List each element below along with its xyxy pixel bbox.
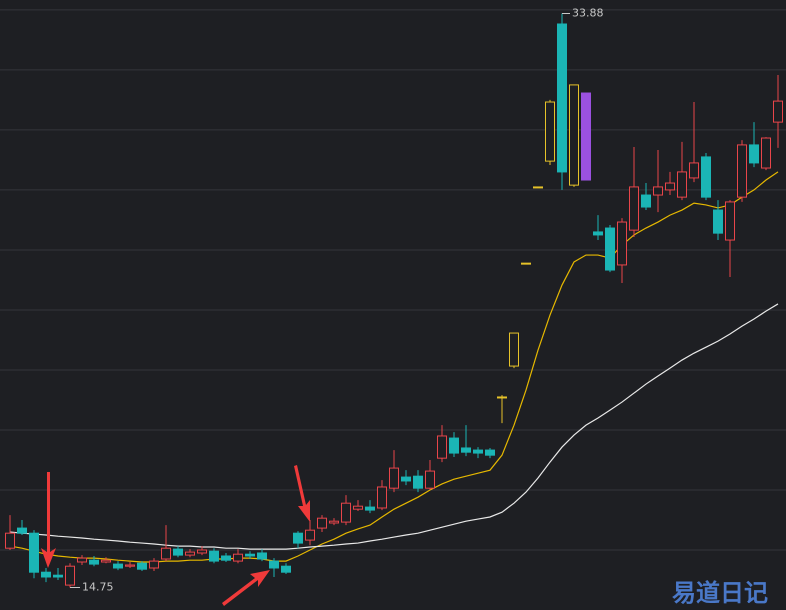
grid <box>0 9 786 551</box>
candle-body <box>653 186 663 196</box>
candle-body <box>701 156 711 198</box>
candle-body <box>725 201 735 241</box>
candle-body <box>593 231 603 236</box>
candle-body <box>281 565 291 573</box>
candle-body <box>341 502 351 523</box>
plot: 33.88 14.75 <box>5 7 783 593</box>
candle-body <box>29 532 39 573</box>
candle-body <box>521 262 531 265</box>
candle-body <box>185 551 195 556</box>
candle-body <box>533 186 543 189</box>
candle-body <box>89 559 99 565</box>
candle-body <box>737 144 747 198</box>
candle-body <box>689 162 699 179</box>
candle-body <box>101 559 111 563</box>
candle-body <box>353 505 363 510</box>
candle-body <box>269 560 279 569</box>
candle-body <box>161 547 171 560</box>
candle-body <box>317 517 327 529</box>
candle-body <box>125 564 135 567</box>
candle-body <box>173 548 183 556</box>
candle-body <box>761 137 771 169</box>
moving-average-line <box>9 171 779 563</box>
candle-body <box>677 171 687 198</box>
candle-body <box>197 549 207 554</box>
candle-body <box>329 520 339 524</box>
candle-body <box>629 186 639 231</box>
candle-body <box>545 101 555 162</box>
candle-body <box>773 100 783 123</box>
candle-body <box>53 574 63 578</box>
candle-body <box>557 23 567 173</box>
candle-body <box>233 553 243 562</box>
candle-body <box>437 435 447 459</box>
candle-body <box>293 532 303 544</box>
candle-body <box>113 563 123 569</box>
candle-body <box>713 209 723 234</box>
arrow <box>41 472 56 568</box>
candle-body <box>209 550 219 562</box>
candle-body <box>461 447 471 453</box>
high-label: 33.88 <box>572 7 604 20</box>
candle-body <box>617 221 627 266</box>
candle-body <box>641 194 651 208</box>
low-label: 14.75 <box>82 580 114 593</box>
candle-body <box>473 449 483 454</box>
candle-body <box>257 552 267 560</box>
candle-body <box>137 562 147 570</box>
candle-body <box>377 486 387 509</box>
candle-body <box>497 396 507 399</box>
arrows <box>41 465 310 606</box>
candle-body <box>413 475 423 489</box>
candle-body <box>509 332 519 367</box>
candle-body <box>245 553 255 557</box>
arrow <box>222 570 270 606</box>
candle-body <box>77 557 87 563</box>
moving-average-line <box>9 303 779 550</box>
candle-body <box>425 470 435 489</box>
candle-body <box>605 227 615 271</box>
candle-body <box>5 532 15 549</box>
candle-body <box>65 565 75 586</box>
candle-body <box>41 571 51 578</box>
candle-body <box>665 182 675 191</box>
candle-body <box>449 437 459 454</box>
arrow <box>294 465 310 522</box>
watermark: 易道日记 <box>672 579 768 607</box>
candle-body <box>365 506 375 511</box>
candle-body <box>569 84 579 186</box>
candle-body <box>485 449 495 456</box>
candle-body <box>305 529 315 541</box>
candle-body <box>221 555 231 561</box>
candle-body <box>389 467 399 489</box>
candle-body <box>401 476 411 482</box>
candle-body <box>17 527 27 534</box>
candle-body <box>149 560 159 569</box>
candle-body <box>749 144 759 164</box>
candle-body <box>581 92 591 181</box>
